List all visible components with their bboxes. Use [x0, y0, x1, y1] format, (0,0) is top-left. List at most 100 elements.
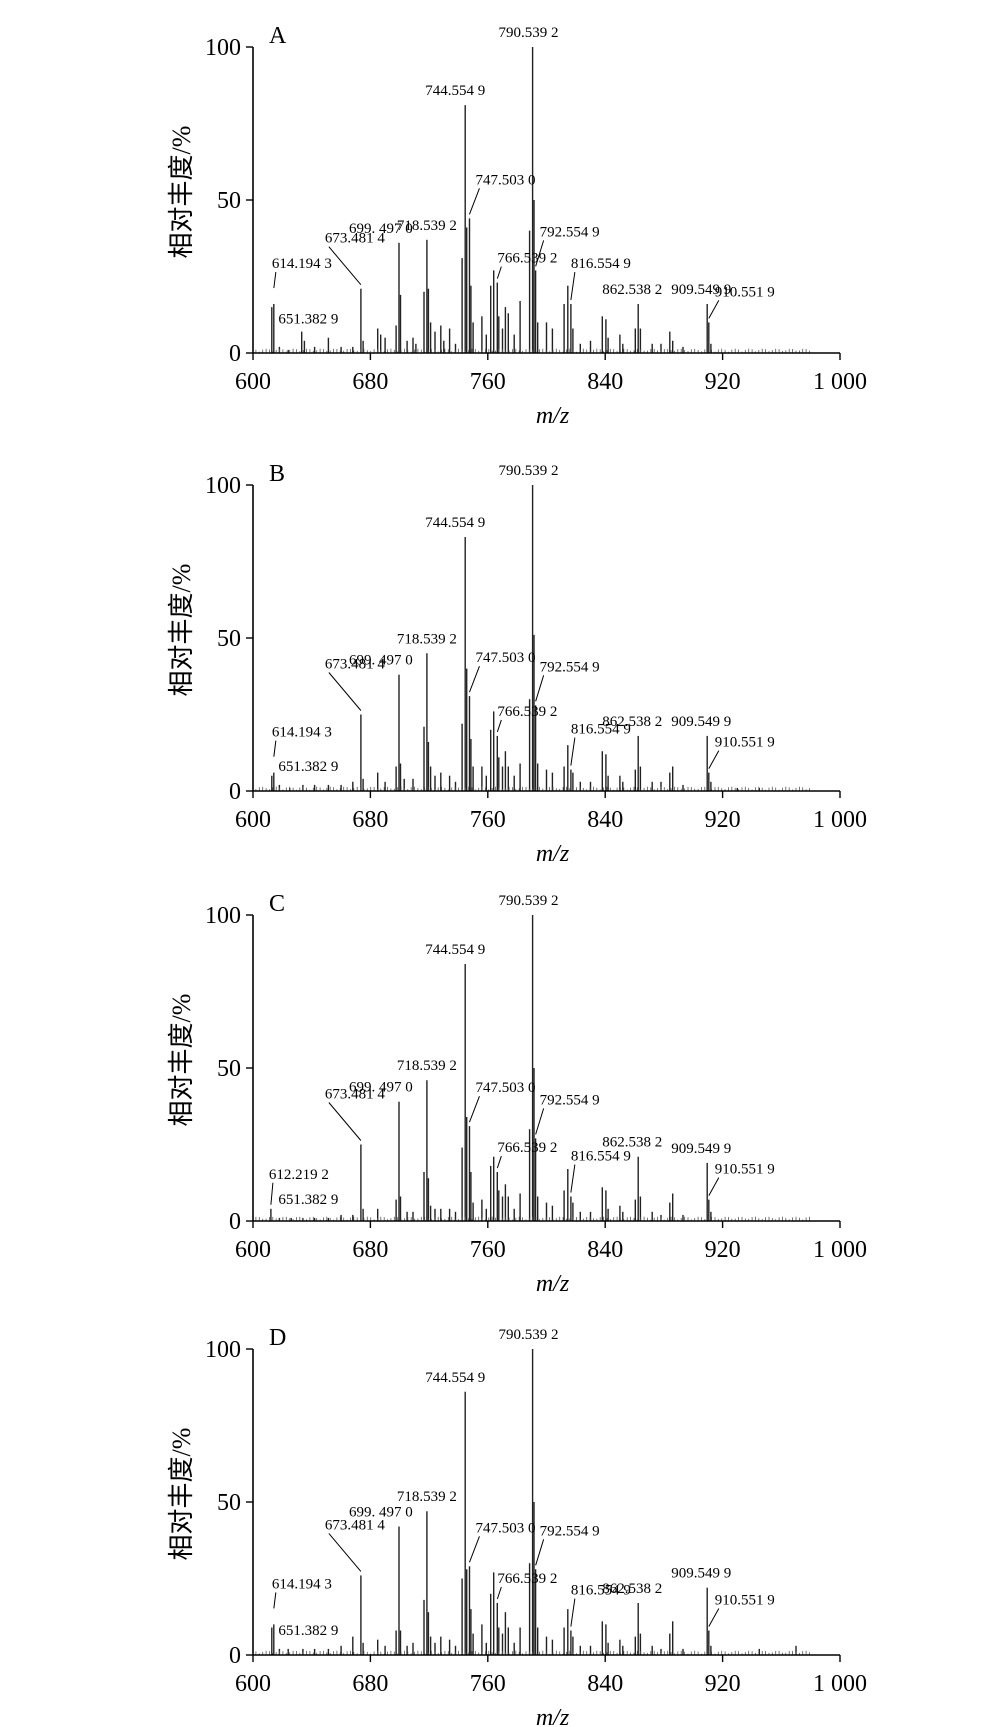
y-tick-label: 0: [229, 1209, 241, 1235]
x-axis-label: m/z: [536, 1705, 570, 1727]
y-tick-label: 100: [205, 35, 241, 61]
peak-annotation: 766.539 2: [497, 1140, 557, 1156]
x-tick-label: 600: [235, 1237, 271, 1263]
annotation-leader: [708, 1608, 720, 1627]
spectrum-panel-a: 0 50 100 600 680 760 840 920 1 000 m/z 相对丰度/% A 614.…: [167, 23, 867, 429]
peak-annotation: 766.539 2: [497, 251, 557, 267]
x-axis-label: m/z: [536, 1271, 570, 1297]
annotation-leader: [328, 1533, 362, 1572]
annotation-leader: [273, 740, 277, 757]
y-axis-label: 相对丰度/%: [167, 994, 196, 1127]
peak-annotation: 909.549 9: [671, 1141, 731, 1157]
x-tick-label: 920: [705, 807, 741, 833]
annotation-leader: [708, 750, 720, 769]
annotation-leader: [535, 1539, 545, 1566]
x-tick-label: 1 000: [813, 807, 867, 833]
peak-annotation: 816.554 9: [571, 1583, 631, 1599]
x-tick-label: 920: [705, 1671, 741, 1697]
annotation-leader: [535, 240, 545, 267]
panel-label: D: [269, 1325, 286, 1351]
y-tick-label: 100: [205, 903, 241, 929]
x-tick-label: 600: [235, 1671, 271, 1697]
annotation-leader: [570, 1164, 576, 1193]
annotation-leader: [496, 1155, 502, 1169]
y-tick-label: 50: [217, 626, 241, 652]
annotation-leader: [570, 1598, 576, 1627]
peak-annotation: 744.554 9: [425, 942, 485, 958]
peak-annotation: 747.503 0: [475, 650, 535, 666]
annotation-leader: [535, 1108, 545, 1135]
peak-annotation: 673.481 4: [325, 231, 386, 247]
x-axis-label: m/z: [536, 841, 570, 867]
peak-annotation: 744.554 9: [425, 83, 485, 99]
x-tick-label: 680: [352, 807, 388, 833]
peak-annotation: 718.539 2: [397, 1489, 457, 1505]
x-tick-label: 1 000: [813, 1671, 867, 1697]
x-tick-label: 680: [352, 1237, 388, 1263]
x-axis-label: m/z: [536, 403, 570, 429]
peak-annotation: 790.539 2: [499, 463, 559, 479]
peak-annotation: 747.503 0: [475, 172, 535, 188]
peak-annotation: 744.554 9: [425, 515, 485, 531]
peak-annotation: 651.382 9: [278, 1623, 338, 1639]
peak-annotation: 718.539 2: [397, 218, 457, 234]
annotation-leader: [535, 675, 545, 702]
annotation-leader: [708, 1177, 720, 1196]
panel-label: A: [269, 23, 287, 49]
peak-annotation: 651.382 9: [278, 759, 338, 775]
y-tick-label: 100: [205, 1337, 241, 1363]
x-tick-label: 600: [235, 369, 271, 395]
x-tick-label: 840: [587, 1671, 623, 1697]
peak-annotation: 612.219 2: [269, 1167, 329, 1183]
y-tick-label: 100: [205, 473, 241, 499]
peak-annotation: 614.194 3: [272, 725, 332, 741]
x-tick-label: 600: [235, 807, 271, 833]
peak-annotation: 816.554 9: [571, 722, 631, 738]
annotation-leader: [328, 672, 362, 711]
annotation-leader: [468, 665, 480, 693]
peak-annotation: 910.551 9: [715, 284, 775, 300]
peak-annotation: 816.554 9: [571, 1149, 631, 1165]
peak-annotation: 766.539 2: [497, 1571, 557, 1587]
x-tick-label: 840: [587, 369, 623, 395]
peak-annotation: 747.503 0: [475, 1520, 535, 1536]
peak-annotation: 699. 497 0: [349, 653, 413, 669]
peak-annotation: 909.549 9: [671, 1566, 731, 1582]
peak-annotation: 718.539 2: [397, 1058, 457, 1074]
annotation-leader: [270, 1182, 274, 1205]
peak-annotation: 909.549 9: [671, 282, 731, 298]
peak-annotation: 790.539 2: [499, 1327, 559, 1343]
annotation-leader: [468, 1095, 480, 1123]
spectrum-panel-b: 0 50 100 600 680 760 840 920 1 000 m/z 相对丰度/% B 614.…: [167, 461, 867, 867]
peak-annotation: 862.538 2: [602, 714, 662, 730]
peak-annotation: 744.554 9: [425, 1370, 485, 1386]
x-tick-label: 1 000: [813, 369, 867, 395]
y-tick-label: 50: [217, 1490, 241, 1516]
annotation-leader: [496, 1586, 502, 1600]
peak-annotation: 862.538 2: [602, 282, 662, 298]
peak-annotation: 651.382 9: [278, 312, 338, 328]
annotation-leader: [708, 300, 720, 319]
x-tick-label: 760: [470, 1237, 506, 1263]
y-axis-label: 相对丰度/%: [167, 564, 196, 697]
x-tick-label: 760: [470, 369, 506, 395]
x-tick-label: 920: [705, 369, 741, 395]
annotation-leader: [496, 719, 502, 733]
peak-annotation: 862.538 2: [602, 1581, 662, 1597]
annotation-leader: [273, 1592, 277, 1609]
y-tick-label: 50: [217, 188, 241, 214]
peak-annotation: 614.194 3: [272, 1576, 332, 1592]
peak-annotation: 816.554 9: [571, 256, 631, 272]
x-tick-label: 840: [587, 1237, 623, 1263]
peak-annotation: 614.194 3: [272, 256, 332, 272]
peak-annotation: 699. 497 0: [349, 221, 413, 237]
peak-annotation: 862.538 2: [602, 1135, 662, 1151]
peak-annotation: 792.554 9: [540, 1523, 600, 1539]
annotation-leader: [468, 188, 480, 215]
peak-annotation: 766.539 2: [497, 704, 557, 720]
peak-annotation: 910.551 9: [715, 1162, 775, 1178]
x-tick-label: 840: [587, 807, 623, 833]
y-tick-label: 0: [229, 779, 241, 805]
annotation-leader: [570, 271, 576, 301]
